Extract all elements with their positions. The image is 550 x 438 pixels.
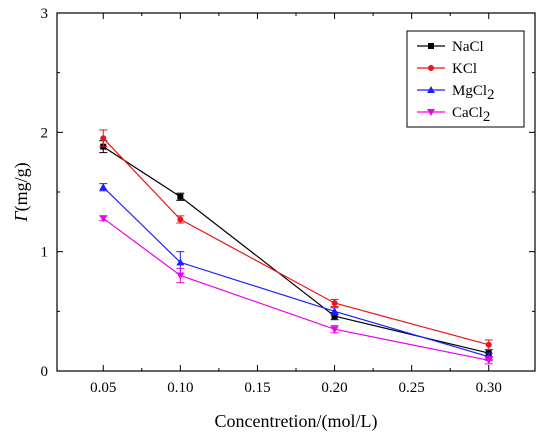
y-tick-label: 3 xyxy=(41,6,49,22)
data-point-kcl xyxy=(100,135,107,142)
data-point-mgcl2 xyxy=(99,183,108,191)
data-point-mgcl2 xyxy=(176,258,185,266)
plot-area xyxy=(99,129,493,365)
legend-label-nacl: NaCl xyxy=(452,39,484,55)
legend-label-mgcl2: MgCl2 xyxy=(452,83,495,103)
data-point-kcl xyxy=(177,216,184,223)
data-point-cacl2 xyxy=(330,326,339,334)
legend-marker-cacl2 xyxy=(427,109,435,116)
y-axis-symbol: Γ xyxy=(11,211,31,223)
x-tick-label: 0.25 xyxy=(399,380,425,396)
data-point-nacl xyxy=(177,193,184,200)
data-point-kcl xyxy=(331,299,338,306)
series-line-mgcl2 xyxy=(102,186,489,358)
x-tick-label: 0.30 xyxy=(476,380,502,396)
x-axis-label: Concentretion/(mol/L) xyxy=(215,411,378,432)
legend-marker-kcl xyxy=(428,65,434,71)
x-tick-label: 0.05 xyxy=(90,380,116,396)
legend-marker-nacl xyxy=(428,43,434,49)
data-point-cacl2 xyxy=(176,272,185,280)
data-point-kcl xyxy=(485,341,492,348)
axes: 0.05 0.10 0.15 0.20 0.25 0.30 0 1 2 3 Concentretio… xyxy=(11,6,536,432)
x-tick-label: 0.20 xyxy=(321,380,347,396)
y-tick-label: 2 xyxy=(41,125,49,141)
x-tick-label: 0.10 xyxy=(167,380,193,396)
legend-marker-mgcl2 xyxy=(427,86,435,93)
legend-label-kcl: KCl xyxy=(452,61,477,77)
x-tick-label: 0.15 xyxy=(244,380,270,396)
data-point-cacl2 xyxy=(484,357,493,365)
series-line-kcl xyxy=(102,137,489,346)
y-axis-label: Γ(mg/g) xyxy=(11,162,32,222)
y-axis-unit: (mg/g) xyxy=(11,162,32,211)
y-tick-label: 1 xyxy=(41,245,49,261)
series-line-nacl xyxy=(102,146,489,354)
legend-label-cacl2: CaCl2 xyxy=(452,105,490,125)
data-point-mgcl2 xyxy=(330,307,339,315)
data-point-nacl xyxy=(331,313,338,320)
data-point-cacl2 xyxy=(99,215,108,223)
series-line-cacl2 xyxy=(102,217,489,361)
legend-box xyxy=(406,30,525,128)
y-tick-label: 0 xyxy=(41,364,49,380)
